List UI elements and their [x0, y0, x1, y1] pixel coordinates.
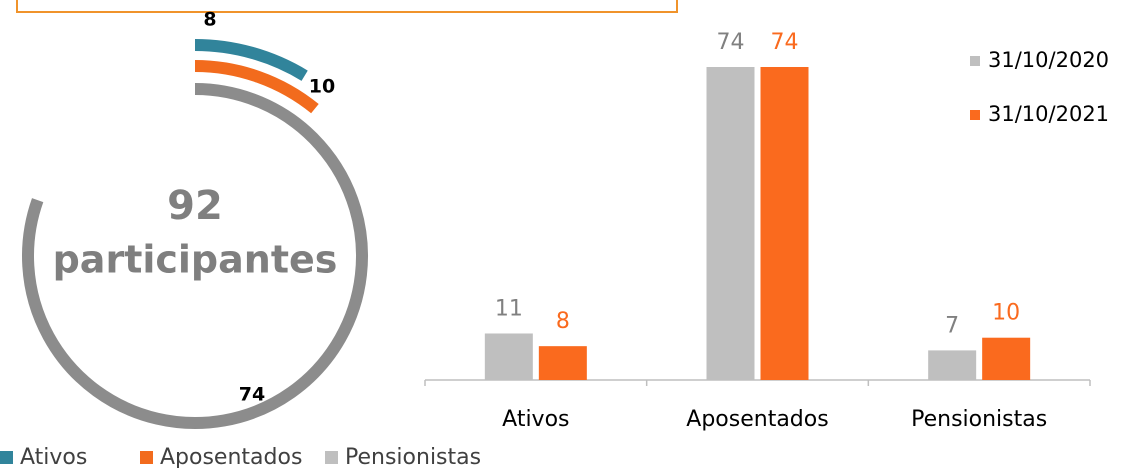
x-tick-label: Ativos: [502, 407, 569, 432]
value-label: 8: [556, 309, 570, 334]
legend-label: Pensionistas: [345, 445, 481, 468]
legend-swatch: [325, 451, 338, 464]
bar: [760, 67, 809, 380]
value-label: 74: [717, 30, 745, 55]
radial-arc: [194, 39, 308, 81]
frame-box: [16, 0, 678, 13]
x-tick-label: Aposentados: [686, 407, 828, 432]
arc-label: 74: [239, 384, 265, 406]
x-tick-label: Pensionistas: [911, 407, 1047, 432]
value-label: 11: [495, 296, 523, 321]
legend-label: Ativos: [20, 445, 87, 468]
bar: [706, 67, 755, 380]
bar: [484, 333, 533, 380]
arc-label: 8: [203, 9, 216, 31]
bar: [538, 346, 587, 380]
center-value: 92: [167, 183, 223, 229]
value-label: 10: [992, 301, 1020, 326]
bar: [928, 350, 977, 380]
legend-swatch: [140, 451, 153, 464]
center-label: participantes: [53, 238, 338, 282]
radial-arc: [22, 83, 368, 429]
radial-arc: [194, 60, 319, 114]
legend-label: 31/10/2021: [988, 102, 1109, 126]
legend-label: Aposentados: [160, 445, 302, 468]
legend-swatch: [0, 451, 13, 464]
legend-label: 31/10/2020: [988, 48, 1109, 72]
value-label: 74: [771, 30, 799, 55]
arc-label: 10: [309, 76, 335, 98]
bar: [982, 337, 1031, 380]
value-label: 7: [945, 313, 959, 338]
legend-swatch: [970, 110, 980, 120]
legend-swatch: [970, 56, 980, 66]
